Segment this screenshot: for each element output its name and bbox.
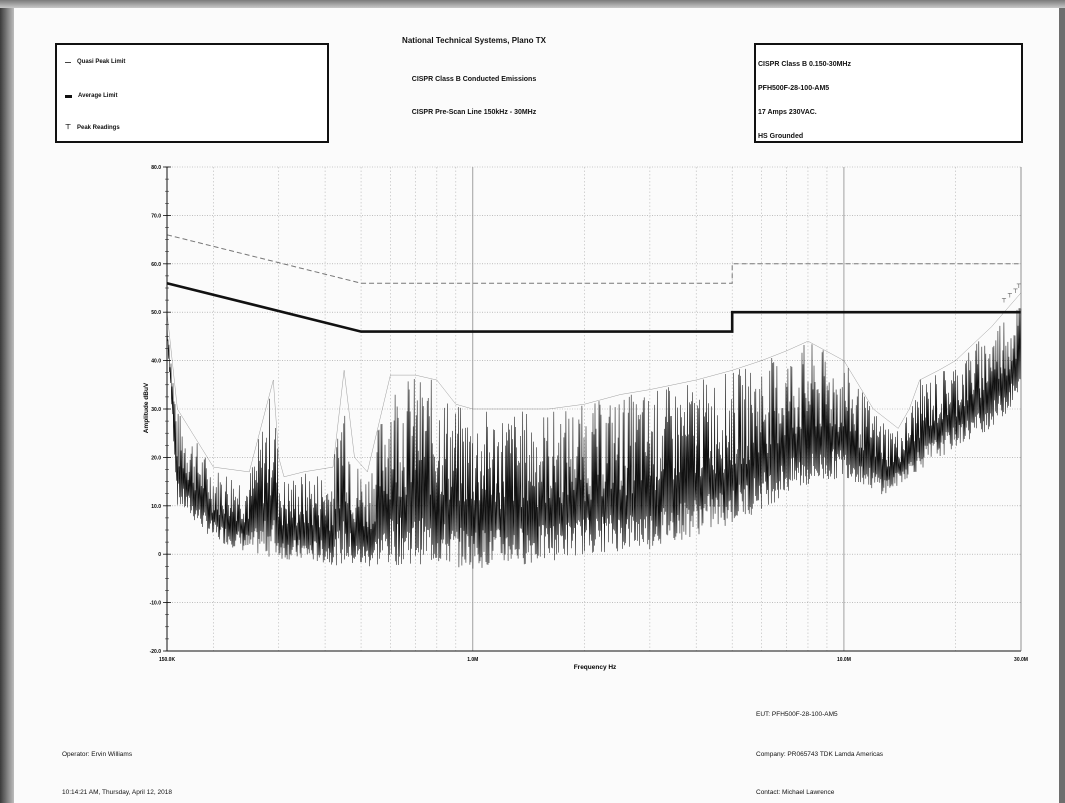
x-tick-label: 10.0M xyxy=(837,657,851,663)
x-tick-label: 1.0M xyxy=(467,657,478,663)
y-tick-label: -10.0 xyxy=(150,601,162,607)
x-tick-label: 30.0M xyxy=(1014,657,1028,663)
contact-label: Contact: Michael Lawrence xyxy=(756,789,835,796)
y-axis-label: Amplitude dBuV xyxy=(143,382,150,433)
y-tick-label: 0 xyxy=(158,552,161,558)
grid xyxy=(166,166,1022,652)
y-tick-label: 30.0 xyxy=(151,407,161,413)
series-line-quasi-peak-limit xyxy=(166,234,1021,284)
info-line: 17 Amps 230VAC. xyxy=(758,109,817,116)
eut-label: EUT: PFH500F-28-100-AM5 xyxy=(756,711,838,718)
y-tick-label: 70.0 xyxy=(151,213,161,219)
y-tick-label: 50.0 xyxy=(151,310,161,316)
operator-label: Operator: Ervin Williams xyxy=(62,751,133,758)
info-line: PFH500F-28-100-AM5 xyxy=(758,85,830,92)
peak-marker: ⊤ xyxy=(1001,298,1006,305)
company-label: Company: PR065743 TDK Lamda Americas xyxy=(756,751,884,758)
series-group: ⊤⊤⊤⊤ xyxy=(166,234,1022,569)
legend-label: Average Limit xyxy=(78,93,118,99)
legend-box: Quasi Peak Limit Average Limit ⊤ Peak Re… xyxy=(55,43,329,143)
legend-item-quasi-peak: Quasi Peak Limit xyxy=(65,59,125,65)
emissions-chart: ⊤⊤⊤⊤ 150.0K 1.0M 10.0M 30.0M80.070.060.050.… xyxy=(143,165,1028,671)
dashed-line-icon xyxy=(65,61,71,63)
peak-marker: ⊤ xyxy=(1013,288,1018,295)
y-tick-label: -20.0 xyxy=(150,649,162,655)
info-line: CISPR Class B 0.150-30MHz xyxy=(758,61,851,68)
report-subtitle: CISPR Class B Conducted Emissions xyxy=(411,76,537,83)
legend-label: Quasi Peak Limit xyxy=(77,59,126,65)
y-tick-label: 80.0 xyxy=(151,165,161,171)
axes: 150.0K 1.0M 10.0M 30.0M 80.0 70.0 60.0 50.0 40.0… xyxy=(150,165,1028,663)
series-line-average-limit xyxy=(166,281,1021,333)
series-line-peak-readings xyxy=(166,292,1022,478)
scan-edge-left xyxy=(0,0,14,803)
legend-item-average: Average Limit xyxy=(65,93,117,99)
peak-marker: ⊤ xyxy=(1016,283,1021,290)
emission-trace xyxy=(166,308,1022,569)
report-title: National Technical Systems, Plano TX xyxy=(402,36,546,45)
y-tick-label: 40.0 xyxy=(151,359,161,365)
x-tick-label: 150.0K xyxy=(159,657,176,663)
x-axis-label: Frequency Hz xyxy=(574,664,617,671)
peak-marker: ⊤ xyxy=(1007,293,1012,300)
y-tick-label: 20.0 xyxy=(151,455,161,461)
peak-marker-icon: ⊤ xyxy=(65,124,72,131)
report-sheet: Quasi Peak Limit Average Limit ⊤ Peak Re… xyxy=(14,8,1059,803)
info-box: CISPR Class B 0.150-30MHz PFH500F-28-100… xyxy=(754,43,1023,143)
report-subtitle-2: CISPR Pre-Scan Line 150kHz - 30MHz xyxy=(411,109,537,116)
legend-item-peak: ⊤ Peak Readings xyxy=(65,124,120,131)
thick-line-icon xyxy=(65,94,72,98)
timestamp-label: 10:14:21 AM, Thursday, April 12, 2018 xyxy=(62,789,172,796)
scan-edge-top xyxy=(0,0,1065,8)
y-tick-label: 10.0 xyxy=(151,504,161,510)
legend-label: Peak Readings xyxy=(77,125,120,131)
y-tick-label: 60.0 xyxy=(151,262,161,268)
info-line: HS Grounded xyxy=(758,133,804,140)
